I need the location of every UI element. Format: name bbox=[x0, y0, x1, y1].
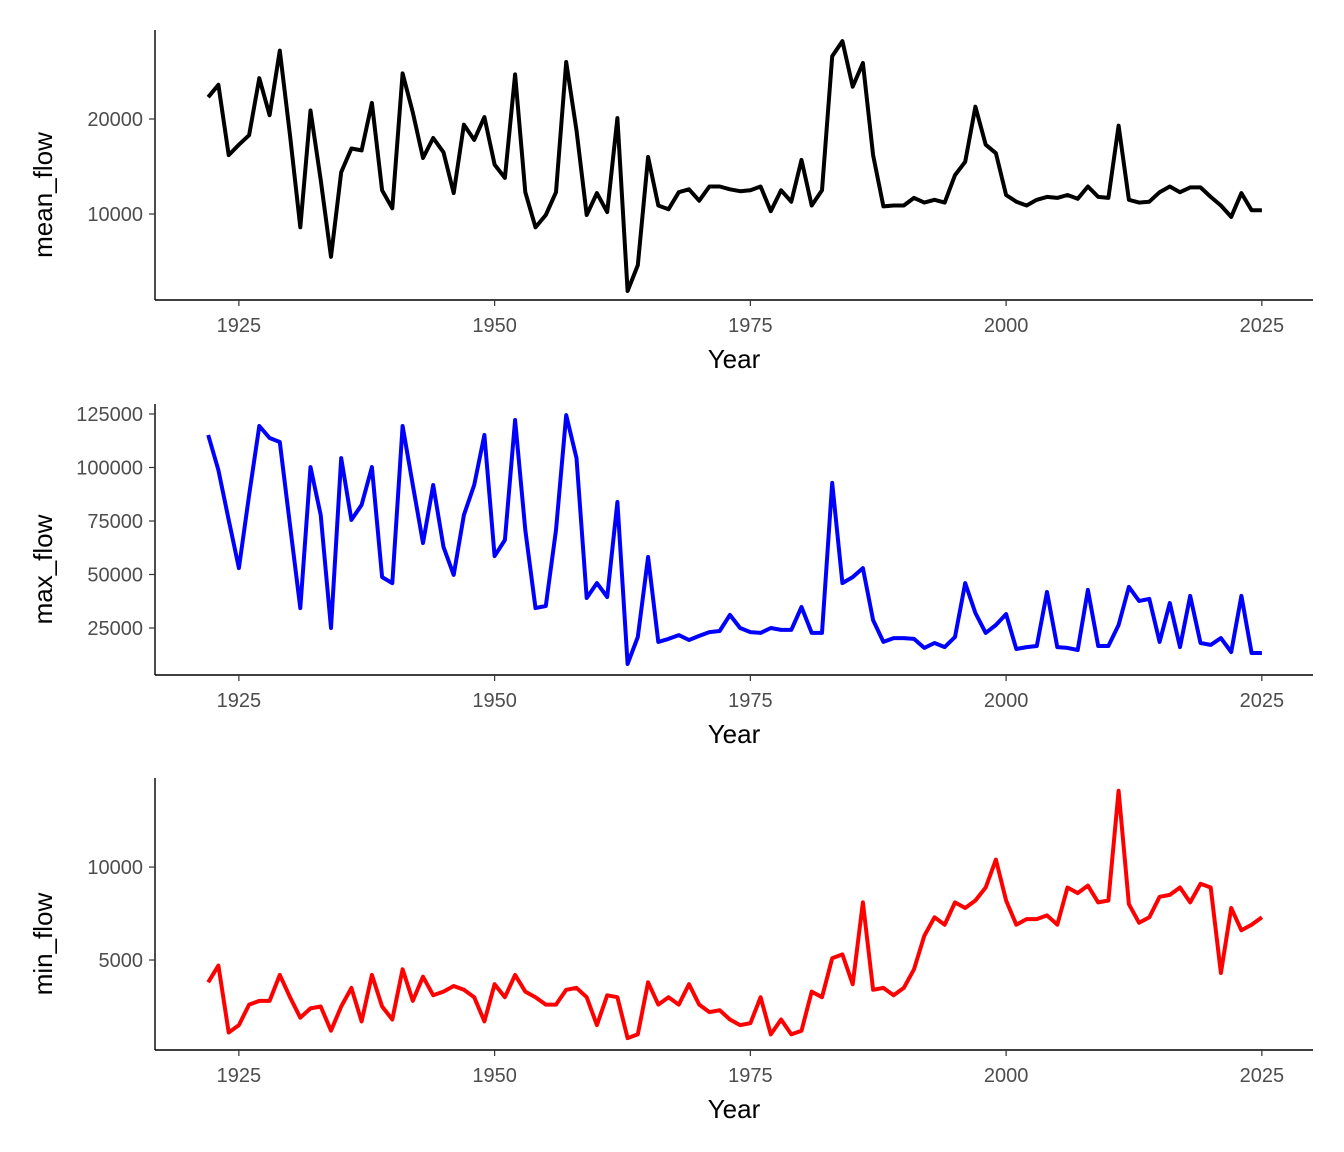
x-tick-label: 2025 bbox=[1240, 315, 1285, 337]
y-tick-label: 10000 bbox=[87, 204, 143, 226]
y-tick-label: 75000 bbox=[87, 511, 143, 533]
series-line-min-flow bbox=[206, 788, 1264, 1041]
y-tick-label: 10000 bbox=[87, 857, 143, 879]
x-tick-label: 1975 bbox=[728, 690, 773, 712]
x-axis-title: Year bbox=[708, 344, 761, 374]
panel-min-flow: 1925 1950 1975 2000 2025 5000 10000 Year min_flo… bbox=[28, 778, 1313, 1124]
y-axis-title: max_flow bbox=[28, 514, 58, 624]
x-axis-title: Year bbox=[708, 1094, 761, 1124]
x-tick-label: 1975 bbox=[728, 315, 773, 337]
y-tick-label: 100000 bbox=[76, 457, 143, 479]
x-tick-label: 2000 bbox=[984, 315, 1029, 337]
panel-mean-flow: 1925 1950 1975 2000 2025 10000 20000 Year mean_f… bbox=[28, 30, 1313, 374]
x-tick-label: 1975 bbox=[728, 1065, 773, 1087]
y-tick-label: 125000 bbox=[76, 404, 143, 426]
y-axis-title: mean_flow bbox=[28, 132, 58, 258]
y-tick-label: 25000 bbox=[87, 618, 143, 640]
y-tick-label: 20000 bbox=[87, 109, 143, 131]
x-tick-label: 1925 bbox=[217, 1065, 262, 1087]
series-line-max-flow bbox=[206, 413, 1262, 666]
x-tick-label: 2025 bbox=[1240, 1065, 1285, 1087]
x-tick-label: 1950 bbox=[472, 1065, 517, 1087]
x-tick-label: 1925 bbox=[217, 315, 262, 337]
series-line-mean-flow bbox=[206, 39, 1262, 293]
y-axis-title: min_flow bbox=[28, 892, 58, 995]
x-tick-label: 2000 bbox=[984, 690, 1029, 712]
x-tick-label: 1925 bbox=[217, 690, 262, 712]
x-tick-label: 1950 bbox=[472, 690, 517, 712]
y-tick-label: 5000 bbox=[99, 950, 144, 972]
x-tick-label: 2025 bbox=[1240, 690, 1285, 712]
x-tick-label: 2000 bbox=[984, 1065, 1029, 1087]
panel-max-flow: 1925 1950 1975 2000 2025 25000 50000 75000 10000… bbox=[28, 404, 1313, 749]
x-tick-label: 1950 bbox=[472, 315, 517, 337]
y-tick-label: 50000 bbox=[87, 565, 143, 587]
x-axis-title: Year bbox=[708, 719, 761, 749]
